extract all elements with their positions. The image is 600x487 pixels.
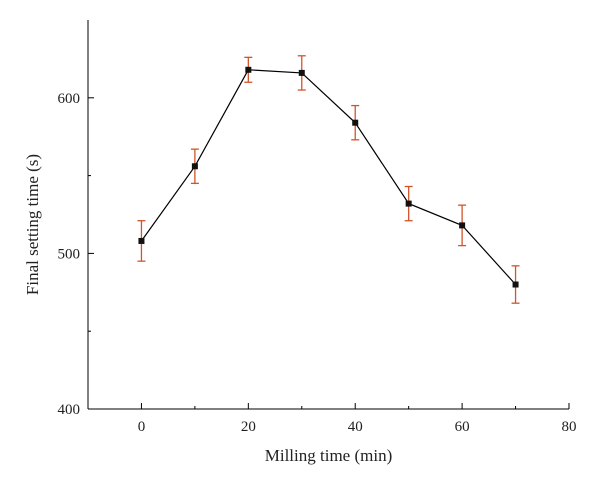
data-point-60 bbox=[459, 222, 466, 229]
tick-marks bbox=[87, 97, 570, 410]
data-point-30 bbox=[298, 69, 305, 76]
x-tick-label-60: 60 bbox=[455, 419, 470, 435]
series-layer bbox=[137, 55, 520, 304]
data-point-10 bbox=[191, 163, 198, 170]
series-line bbox=[140, 69, 517, 285]
tick-labels: 0 20 40 60 80 400 500 600 bbox=[58, 91, 577, 435]
y-axis-title: Final setting time (s) bbox=[23, 154, 42, 295]
data-point-20 bbox=[245, 66, 252, 73]
y-tick-label-500: 500 bbox=[58, 246, 81, 262]
data-point-70 bbox=[512, 281, 519, 288]
x-tick-label-80: 80 bbox=[562, 419, 577, 435]
x-tick-label-0: 0 bbox=[138, 419, 146, 435]
data-point-0 bbox=[138, 237, 145, 244]
data-point-40 bbox=[352, 119, 359, 126]
y-tick-label-400: 400 bbox=[58, 402, 81, 418]
data-point-50 bbox=[405, 200, 412, 207]
x-axis-title: Milling time (min) bbox=[265, 446, 393, 465]
x-tick-label-20: 20 bbox=[241, 419, 256, 435]
axes bbox=[87, 20, 569, 410]
x-tick-label-40: 40 bbox=[348, 419, 363, 435]
y-tick-label-600: 600 bbox=[58, 91, 81, 107]
